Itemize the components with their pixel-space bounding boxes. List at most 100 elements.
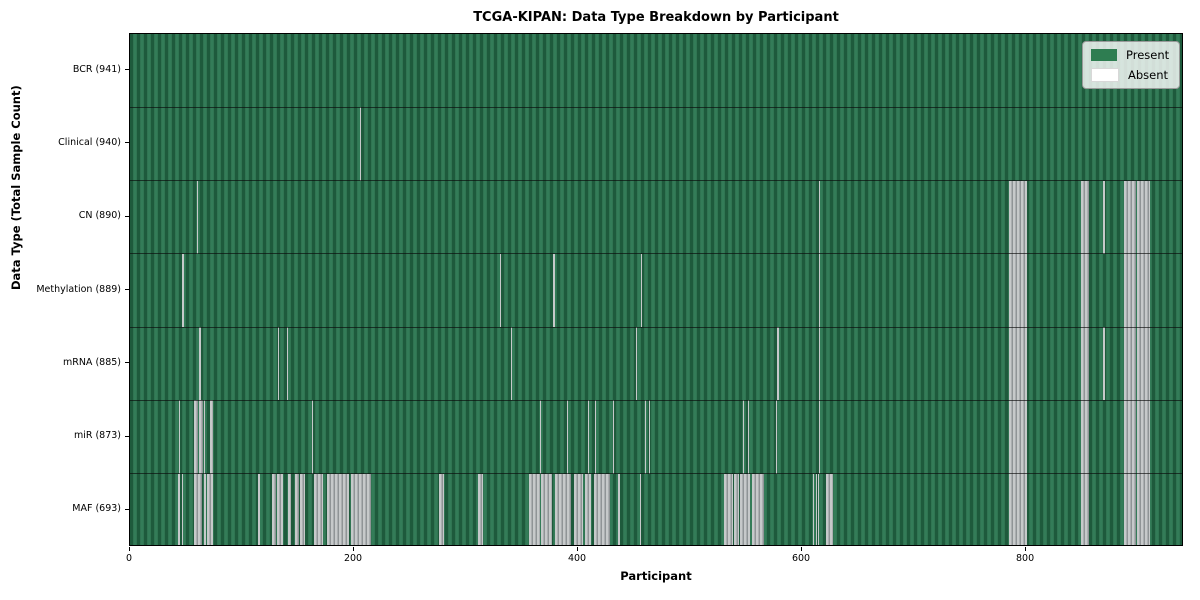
absent-stripe [640, 253, 642, 328]
y-tick-mark [125, 508, 129, 510]
absent-stripe [588, 400, 590, 474]
absent-stripe [573, 473, 583, 545]
absent-stripe [1137, 180, 1151, 254]
absent-stripe [277, 327, 280, 401]
x-tick-label: 600 [791, 553, 811, 564]
row-band-methylation [130, 253, 1182, 328]
absent-stripe [818, 180, 821, 254]
y-tick-label: Methylation (889) [36, 283, 121, 295]
absent-stripe [593, 473, 611, 545]
absent-stripe [1137, 473, 1151, 545]
absent-stripe [179, 400, 181, 474]
row-divider [130, 326, 1182, 328]
legend: Present Absent [1082, 41, 1181, 89]
absent-stripe [327, 473, 350, 545]
absent-stripe [554, 473, 572, 545]
absent-stripe [1123, 253, 1136, 328]
row-band-mir [130, 400, 1182, 474]
chart-title: TCGA-KIPAN: Data Type Breakdown by Parti… [473, 10, 839, 25]
x-tick-label: 200 [343, 553, 363, 564]
row-divider [130, 106, 1182, 108]
absent-stripe [1009, 473, 1028, 545]
absent-stripe [276, 473, 284, 545]
absent-stripe [751, 473, 764, 545]
absent-stripe [300, 473, 305, 545]
absent-stripe [776, 400, 778, 474]
absent-stripe [777, 327, 779, 401]
y-tick-label: BCR (941) [72, 63, 121, 75]
absent-stripe [439, 473, 444, 545]
absent-stripe [1081, 253, 1089, 328]
plot-area [129, 33, 1183, 546]
row-divider [130, 473, 1182, 475]
y-tick-label: mRNA (885) [62, 356, 121, 368]
absent-swatch-icon [1091, 68, 1119, 82]
absent-stripe [815, 473, 817, 545]
absent-stripe [199, 400, 203, 474]
absent-stripe [510, 327, 512, 401]
legend-entry-present: Present [1091, 48, 1169, 62]
absent-stripe [1103, 327, 1105, 401]
absent-stripe [499, 253, 501, 328]
absent-stripe [594, 400, 596, 474]
absent-stripe [541, 473, 553, 545]
absent-stripe [1123, 327, 1136, 401]
absent-stripe [287, 473, 292, 545]
absent-stripe [286, 327, 288, 401]
absent-stripe [817, 473, 819, 545]
y-tick-mark [125, 289, 129, 290]
absent-stripe [359, 107, 361, 181]
absent-stripe [818, 253, 821, 328]
absent-stripe [199, 327, 201, 401]
legend-entry-absent: Absent [1091, 68, 1169, 82]
absent-stripe [818, 327, 821, 401]
absent-stripe [740, 473, 751, 545]
absent-stripe [313, 473, 323, 545]
absent-stripe [566, 400, 568, 474]
absent-stripe [311, 400, 313, 474]
x-tick-label: 400 [567, 553, 587, 564]
x-tick-mark [1024, 547, 1026, 551]
absent-stripe [193, 473, 202, 545]
absent-stripe [1081, 180, 1089, 254]
x-tick-label: 0 [125, 553, 133, 564]
absent-stripe [1137, 253, 1151, 328]
absent-stripe [748, 400, 750, 474]
row-band-clinical [130, 107, 1182, 181]
absent-stripe [1123, 180, 1136, 254]
absent-stripe [1137, 400, 1151, 474]
x-tick-mark [128, 547, 130, 551]
absent-stripe [618, 473, 620, 545]
absent-stripe [272, 473, 276, 545]
absent-stripe [818, 400, 821, 474]
legend-label: Present [1126, 48, 1170, 62]
absent-stripe [181, 473, 183, 545]
absent-stripe [636, 327, 638, 401]
absent-stripe [294, 473, 300, 545]
absent-stripe [612, 400, 614, 474]
row-divider [130, 253, 1182, 255]
absent-stripe [1009, 253, 1028, 328]
absent-stripe [825, 473, 834, 545]
y-tick-label: MAF (693) [72, 503, 121, 515]
absent-stripe [742, 400, 744, 474]
absent-stripe [203, 400, 206, 474]
x-tick-label: 800 [1015, 553, 1035, 564]
x-tick-mark [576, 547, 578, 551]
y-tick-label: miR (873) [73, 430, 121, 442]
y-tick-mark [125, 215, 129, 217]
absent-stripe [193, 400, 199, 474]
absent-stripe [1081, 400, 1089, 474]
legend-label: Absent [1128, 68, 1169, 82]
y-tick-mark [125, 69, 129, 71]
absent-stripe [733, 473, 740, 545]
absent-stripe [1081, 473, 1089, 545]
absent-stripe [648, 400, 650, 474]
absent-stripe [1123, 473, 1136, 545]
absent-stripe [639, 473, 641, 545]
absent-stripe [178, 473, 181, 545]
absent-stripe [1103, 180, 1105, 254]
absent-stripe [181, 253, 184, 328]
absent-stripe [203, 473, 207, 545]
